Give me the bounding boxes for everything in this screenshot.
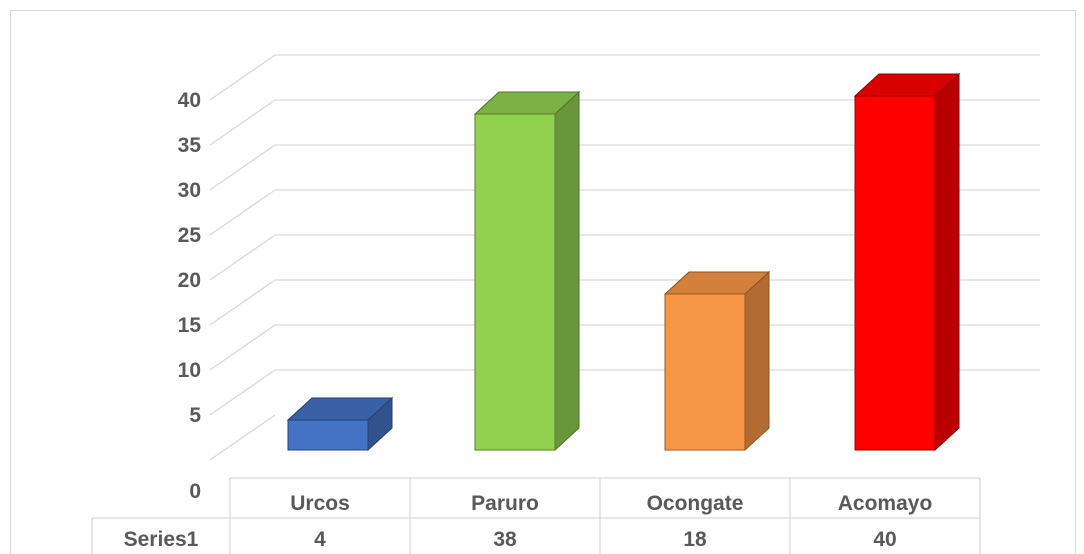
bar-front [287, 419, 369, 451]
gridline-diagonal [209, 414, 276, 461]
data-label: 4 [314, 528, 326, 551]
series-name: Series1 [124, 528, 199, 551]
bar-side [934, 72, 960, 452]
gridline-diagonal [209, 189, 276, 236]
y-tick-label: 40 [178, 89, 201, 112]
data-label: 38 [493, 528, 517, 551]
data-label: 40 [873, 528, 896, 551]
category-label: Urcos [290, 492, 350, 515]
y-axis-ticks: 0 5 10 15 20 25 30 35 40 [178, 89, 202, 503]
y-tick-label: 35 [178, 134, 202, 157]
category-label: Acomayo [838, 492, 933, 515]
bar-acomayo [853, 72, 961, 452]
y-tick-label: 25 [178, 224, 202, 247]
bar-paruro [473, 90, 581, 452]
bar-front [854, 95, 936, 451]
category-label: Paruro [471, 492, 539, 515]
category-label: Ocongate [647, 492, 744, 515]
bar-ocongate [663, 270, 771, 452]
y-tick-label: 30 [178, 179, 201, 202]
gridline-diagonal [209, 369, 276, 416]
y-tick-label: 10 [178, 359, 201, 382]
gridline-diagonal [209, 54, 276, 101]
bar-front [474, 113, 556, 451]
y-tick-label: 5 [189, 404, 201, 427]
y-tick-label: 20 [178, 269, 201, 292]
gridline-diagonal [209, 279, 276, 326]
bar-side [744, 270, 770, 452]
bar-urcos [286, 396, 394, 452]
gridline-diagonal [209, 234, 276, 281]
gridline-diagonal [209, 324, 276, 371]
bar-side [554, 90, 580, 452]
data-label: 18 [683, 528, 707, 551]
bars [286, 72, 961, 452]
y-tick-label: 0 [189, 480, 201, 503]
gridline-diagonal [209, 99, 276, 146]
y-tick-label: 15 [178, 314, 202, 337]
chart-frame [10, 10, 1076, 554]
gridline-diagonal [209, 144, 276, 191]
bar-front [664, 293, 746, 451]
data-table: Urcos 4 Paruro 38 Ocongate 18 Acomayo 40 Series1 [91, 477, 981, 554]
